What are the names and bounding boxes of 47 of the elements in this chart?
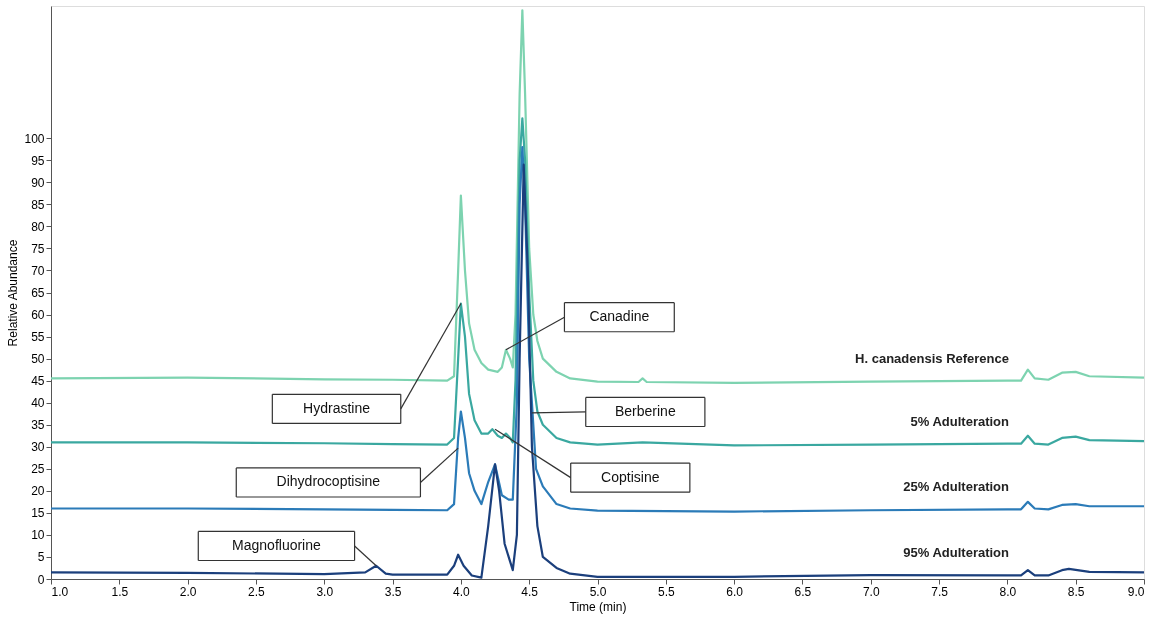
y-tick-label: 95 xyxy=(31,153,45,168)
series-label: 25% Adulteration xyxy=(903,479,1010,495)
y-tick-label: 20 xyxy=(31,484,45,499)
y-tick-label: 80 xyxy=(31,219,45,234)
y-tick-label: 60 xyxy=(31,308,45,323)
x-tick-label: 2.5 xyxy=(248,584,266,599)
line-series xyxy=(49,145,1146,513)
y-tick-label: 5 xyxy=(37,550,45,565)
x-tick-label: 8.5 xyxy=(1067,584,1085,599)
x-tick-label: 1.5 xyxy=(111,584,129,599)
y-tick-label: 40 xyxy=(31,396,45,411)
x-tick-label: 4.5 xyxy=(521,584,539,599)
y-tick-label: 10 xyxy=(31,528,45,543)
y-tick-label: 15 xyxy=(31,506,45,521)
y-tick-label: 75 xyxy=(31,241,45,256)
x-tick-label: 5.0 xyxy=(589,584,607,599)
x-tick-label: 3.5 xyxy=(384,584,402,599)
x-tick-label: 3.0 xyxy=(316,584,334,599)
y-tick-label: 0 xyxy=(37,572,45,587)
x-tick-label: 6.5 xyxy=(794,584,812,599)
y-tick-label: 70 xyxy=(31,263,45,278)
x-tick-label: 4.0 xyxy=(453,584,471,599)
x-tick-label: 7.0 xyxy=(862,584,880,599)
x-tick-label: 6.0 xyxy=(726,584,744,599)
series-label: 5% Adulteration xyxy=(910,414,1010,430)
y-tick-label: 85 xyxy=(31,197,45,212)
x-tick-label: 5.5 xyxy=(657,584,675,599)
x-tick-label: 8.0 xyxy=(999,584,1017,599)
y-tick-label: 100 xyxy=(24,131,45,146)
y-tick-label: 65 xyxy=(31,286,45,300)
y-tick-label: 90 xyxy=(31,175,45,190)
x-axis-title: Time (min) xyxy=(569,599,627,614)
y-axis-title: Relative Abundance xyxy=(6,239,21,347)
y-tick-label: 50 xyxy=(31,352,45,367)
y-tick-label: 45 xyxy=(31,374,45,389)
x-tick-label: 1.0 xyxy=(51,584,69,599)
line-series xyxy=(49,117,1146,447)
y-tick-label: 25 xyxy=(31,462,45,477)
series-label: 95% Adulteration xyxy=(903,545,1010,561)
y-tick-label: 55 xyxy=(31,330,45,345)
x-tick-label: 2.0 xyxy=(179,584,197,599)
series-label: H. canadensis Reference xyxy=(855,350,1009,366)
x-tick-label: 9.0 xyxy=(1127,584,1145,599)
line-series xyxy=(49,9,1146,384)
x-tick-label: 7.5 xyxy=(931,584,949,599)
y-tick-label: 30 xyxy=(31,440,45,455)
y-tick-label: 35 xyxy=(31,418,45,433)
